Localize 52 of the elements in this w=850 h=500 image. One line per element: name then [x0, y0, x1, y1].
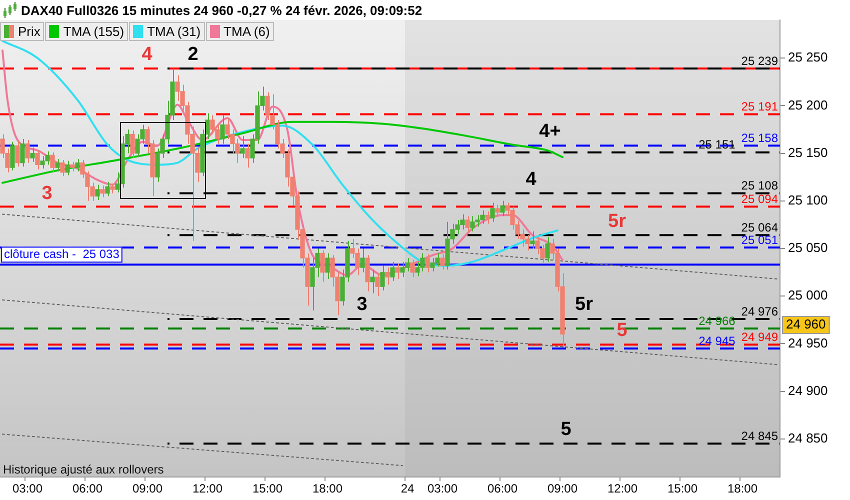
- x-tick-label: 06:00: [72, 482, 103, 496]
- x-tick-label: 12:00: [192, 482, 223, 496]
- x-tick-label: 24: [400, 482, 414, 496]
- x-tick-label: 09:00: [547, 482, 578, 496]
- ref-line-label: 25 158: [741, 130, 778, 145]
- x-tick-label: 06:00: [487, 482, 518, 496]
- annotation: 5r: [575, 294, 594, 316]
- line-series: [2, 120, 564, 184]
- legend-label: TMA (155): [63, 24, 124, 39]
- y-tick-label: 24 950: [788, 335, 828, 350]
- ref-line-label: 25 191: [741, 100, 778, 114]
- ref-line-label: 25 108: [741, 178, 778, 193]
- legend-label: Prix: [18, 24, 40, 39]
- y-tick-label: 25 050: [788, 240, 828, 256]
- x-tick-label: 03:00: [427, 482, 458, 496]
- y-tick-label: 25 150: [788, 144, 828, 160]
- ref-line-label: 25 064: [741, 220, 778, 234]
- ref-line-label: 25 239: [741, 54, 778, 68]
- annotation: 5: [616, 320, 628, 342]
- legend-label: TMA (31): [147, 24, 201, 39]
- annotation: Historique ajusté aux rollovers: [3, 462, 164, 476]
- annotation: 5: [560, 419, 572, 440]
- chart-title: DAX40 Full0326 15 minutes 24 960 -0,27 % 24 févr. 2026, 09:09:52: [21, 2, 422, 18]
- x-tick-label: 18:00: [312, 482, 343, 496]
- annotation: 2: [188, 44, 198, 66]
- x-tick-label: 12:00: [607, 482, 638, 496]
- annotation: 4: [142, 44, 153, 66]
- y-tick-label: 25 250: [788, 50, 828, 65]
- y-tick-label: 24 850: [788, 430, 828, 446]
- ref-line-label: 24 966: [698, 314, 736, 328]
- x-tick-label: 15:00: [667, 482, 698, 496]
- annotation: 4: [526, 169, 537, 190]
- ref-line-label: 25 051: [741, 232, 778, 247]
- ref-line-label: 24 976: [741, 304, 778, 318]
- x-tick-label: 15:00: [252, 482, 283, 496]
- ref-line-label: 24 949: [741, 330, 778, 344]
- x-tick-label: 18:00: [727, 482, 758, 496]
- y-tick-label: 25 200: [788, 97, 828, 112]
- annotation: 5r: [608, 211, 627, 232]
- annotation: 4+: [539, 121, 561, 142]
- annotation: 3: [356, 294, 368, 316]
- ref-line-label: clôture cash - 25 033: [4, 247, 120, 261]
- legend-label: TMA (6): [224, 24, 270, 39]
- y-tick-label: 24 900: [788, 382, 828, 398]
- text: 24 960: [786, 316, 826, 332]
- ref-line-label: 25 094: [741, 192, 778, 206]
- x-tick-label: 09:00: [132, 482, 163, 496]
- y-tick-label: 25 100: [788, 192, 828, 208]
- annotation: 3: [42, 183, 52, 204]
- y-tick-label: 25 000: [788, 288, 828, 303]
- ref-line-label: 24 845: [741, 428, 778, 443]
- x-tick-label: 03:00: [12, 482, 43, 496]
